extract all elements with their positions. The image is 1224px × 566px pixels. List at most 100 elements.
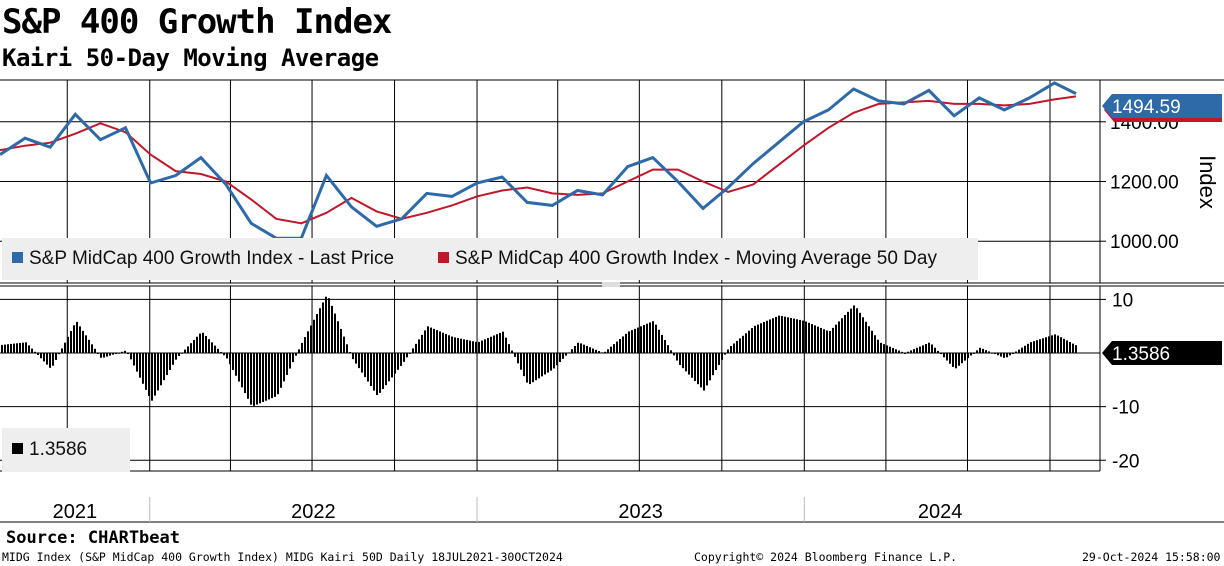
kairi-bar xyxy=(808,322,810,354)
kairi-bar xyxy=(1015,351,1017,354)
kairi-bar xyxy=(703,353,705,391)
kairi-bar xyxy=(598,351,600,354)
kairi-bar xyxy=(580,343,582,354)
kairi-bar xyxy=(487,338,489,354)
kairi-bar xyxy=(676,353,678,361)
x-year-label: 2024 xyxy=(918,501,963,523)
kairi-bar xyxy=(73,325,75,354)
kairi-bar xyxy=(961,353,963,364)
kairi-bar xyxy=(388,353,390,382)
kairi-bar xyxy=(724,353,726,355)
footer-copyright: Copyright© 2024 Bloomberg Finance L.P. xyxy=(694,550,958,564)
kairi-bar xyxy=(52,353,54,366)
kairi-bar xyxy=(262,353,264,402)
footer-left: MIDG Index (S&P MidCap 400 Growth Index)… xyxy=(2,550,563,564)
kairi-bar xyxy=(310,325,312,354)
kairi-bar xyxy=(559,353,561,363)
kairi-bar xyxy=(1054,334,1056,354)
kairi-bar xyxy=(172,353,174,365)
kairi-bar xyxy=(214,345,216,354)
kairi-bar xyxy=(250,353,252,405)
kairi-bar xyxy=(583,344,585,354)
kairi-bar xyxy=(619,338,621,354)
kairi-bar xyxy=(427,326,429,354)
kairi-bar xyxy=(175,353,177,360)
kairi-bar xyxy=(979,347,981,354)
y-tick-label: -10 xyxy=(1112,398,1139,419)
kairi-bar xyxy=(295,353,297,356)
kairi-bar xyxy=(130,353,132,360)
kairi-bar xyxy=(331,305,333,354)
kairi-bar xyxy=(337,321,339,354)
kairi-bar xyxy=(706,353,708,386)
kairi-bar xyxy=(916,347,918,354)
kairi-bar xyxy=(1057,335,1059,354)
kairi-bar xyxy=(424,330,426,354)
kairi-bar xyxy=(736,340,738,354)
kairi-bar xyxy=(976,350,978,354)
kairi-bars xyxy=(1,296,1077,406)
kairi-bar xyxy=(1021,347,1023,354)
kairi-bar xyxy=(241,353,243,388)
kairi-bar xyxy=(1075,345,1077,354)
top-legend: S&P MidCap 400 Growth Index - Last Price… xyxy=(2,238,978,280)
kairi-bar xyxy=(1039,339,1041,354)
kairi-bar xyxy=(238,353,240,382)
kairi-bar xyxy=(616,341,618,354)
kairi-bar xyxy=(307,331,309,354)
legend-label-last-price: S&P MidCap 400 Growth Index - Last Price xyxy=(29,248,395,269)
kairi-bar xyxy=(520,353,522,370)
kairi-bar xyxy=(631,330,633,354)
kairi-bar xyxy=(154,353,156,396)
kairi-bar xyxy=(628,331,630,354)
kairi-bar xyxy=(838,321,840,354)
kairi-bar xyxy=(835,324,837,354)
x-year-label: 2023 xyxy=(618,501,663,523)
kairi-bar xyxy=(79,326,81,354)
kairi-bar xyxy=(490,336,492,354)
kairi-bar xyxy=(37,353,39,356)
kairi-bar xyxy=(538,353,540,379)
kairi-bar xyxy=(499,332,501,354)
kairi-bar xyxy=(868,326,870,354)
kairi-bar xyxy=(895,349,897,354)
kairi-bar xyxy=(475,341,477,354)
kairi-bar xyxy=(577,342,579,354)
kairi-bar xyxy=(814,325,816,354)
kairi-bar xyxy=(7,344,9,354)
kairi-bar xyxy=(496,334,498,354)
kairi-bar xyxy=(526,353,528,383)
kairi-bar xyxy=(40,353,42,359)
kairi-bar xyxy=(286,353,288,375)
kairi-bar xyxy=(439,331,441,354)
kairi-bar xyxy=(853,305,855,354)
kairi-bar xyxy=(646,323,648,354)
kairi-bar xyxy=(607,349,609,354)
kairi-bar xyxy=(340,328,342,354)
kairi-bar xyxy=(883,344,885,354)
kairi-bar xyxy=(727,349,729,354)
kairi-bar xyxy=(643,325,645,354)
kairi-bar xyxy=(943,353,945,358)
kairi-bar xyxy=(436,330,438,354)
kairi-bar xyxy=(592,348,594,354)
kairi-bar xyxy=(820,327,822,354)
kairi-bar xyxy=(205,336,207,354)
kairi-bar xyxy=(967,353,969,359)
kairi-bar xyxy=(745,333,747,354)
kairi-bar xyxy=(859,312,861,354)
kairi-bar xyxy=(748,330,750,354)
kairi-bar xyxy=(811,324,813,354)
kairi-bar xyxy=(100,353,102,358)
kairi-value-tag: 1.3586 xyxy=(1102,341,1222,365)
footer-timestamp: 29-Oct-2024 15:58:00 xyxy=(1082,550,1221,564)
kairi-bar xyxy=(94,348,96,354)
kairi-bar xyxy=(163,353,165,381)
kairi-bar xyxy=(925,343,927,354)
kairi-bar xyxy=(160,353,162,386)
kairi-bar xyxy=(343,336,345,354)
kairi-bar xyxy=(913,349,915,354)
kairi-bar xyxy=(556,353,558,366)
kairi-bar xyxy=(106,353,108,357)
kairi-bar xyxy=(898,350,900,354)
